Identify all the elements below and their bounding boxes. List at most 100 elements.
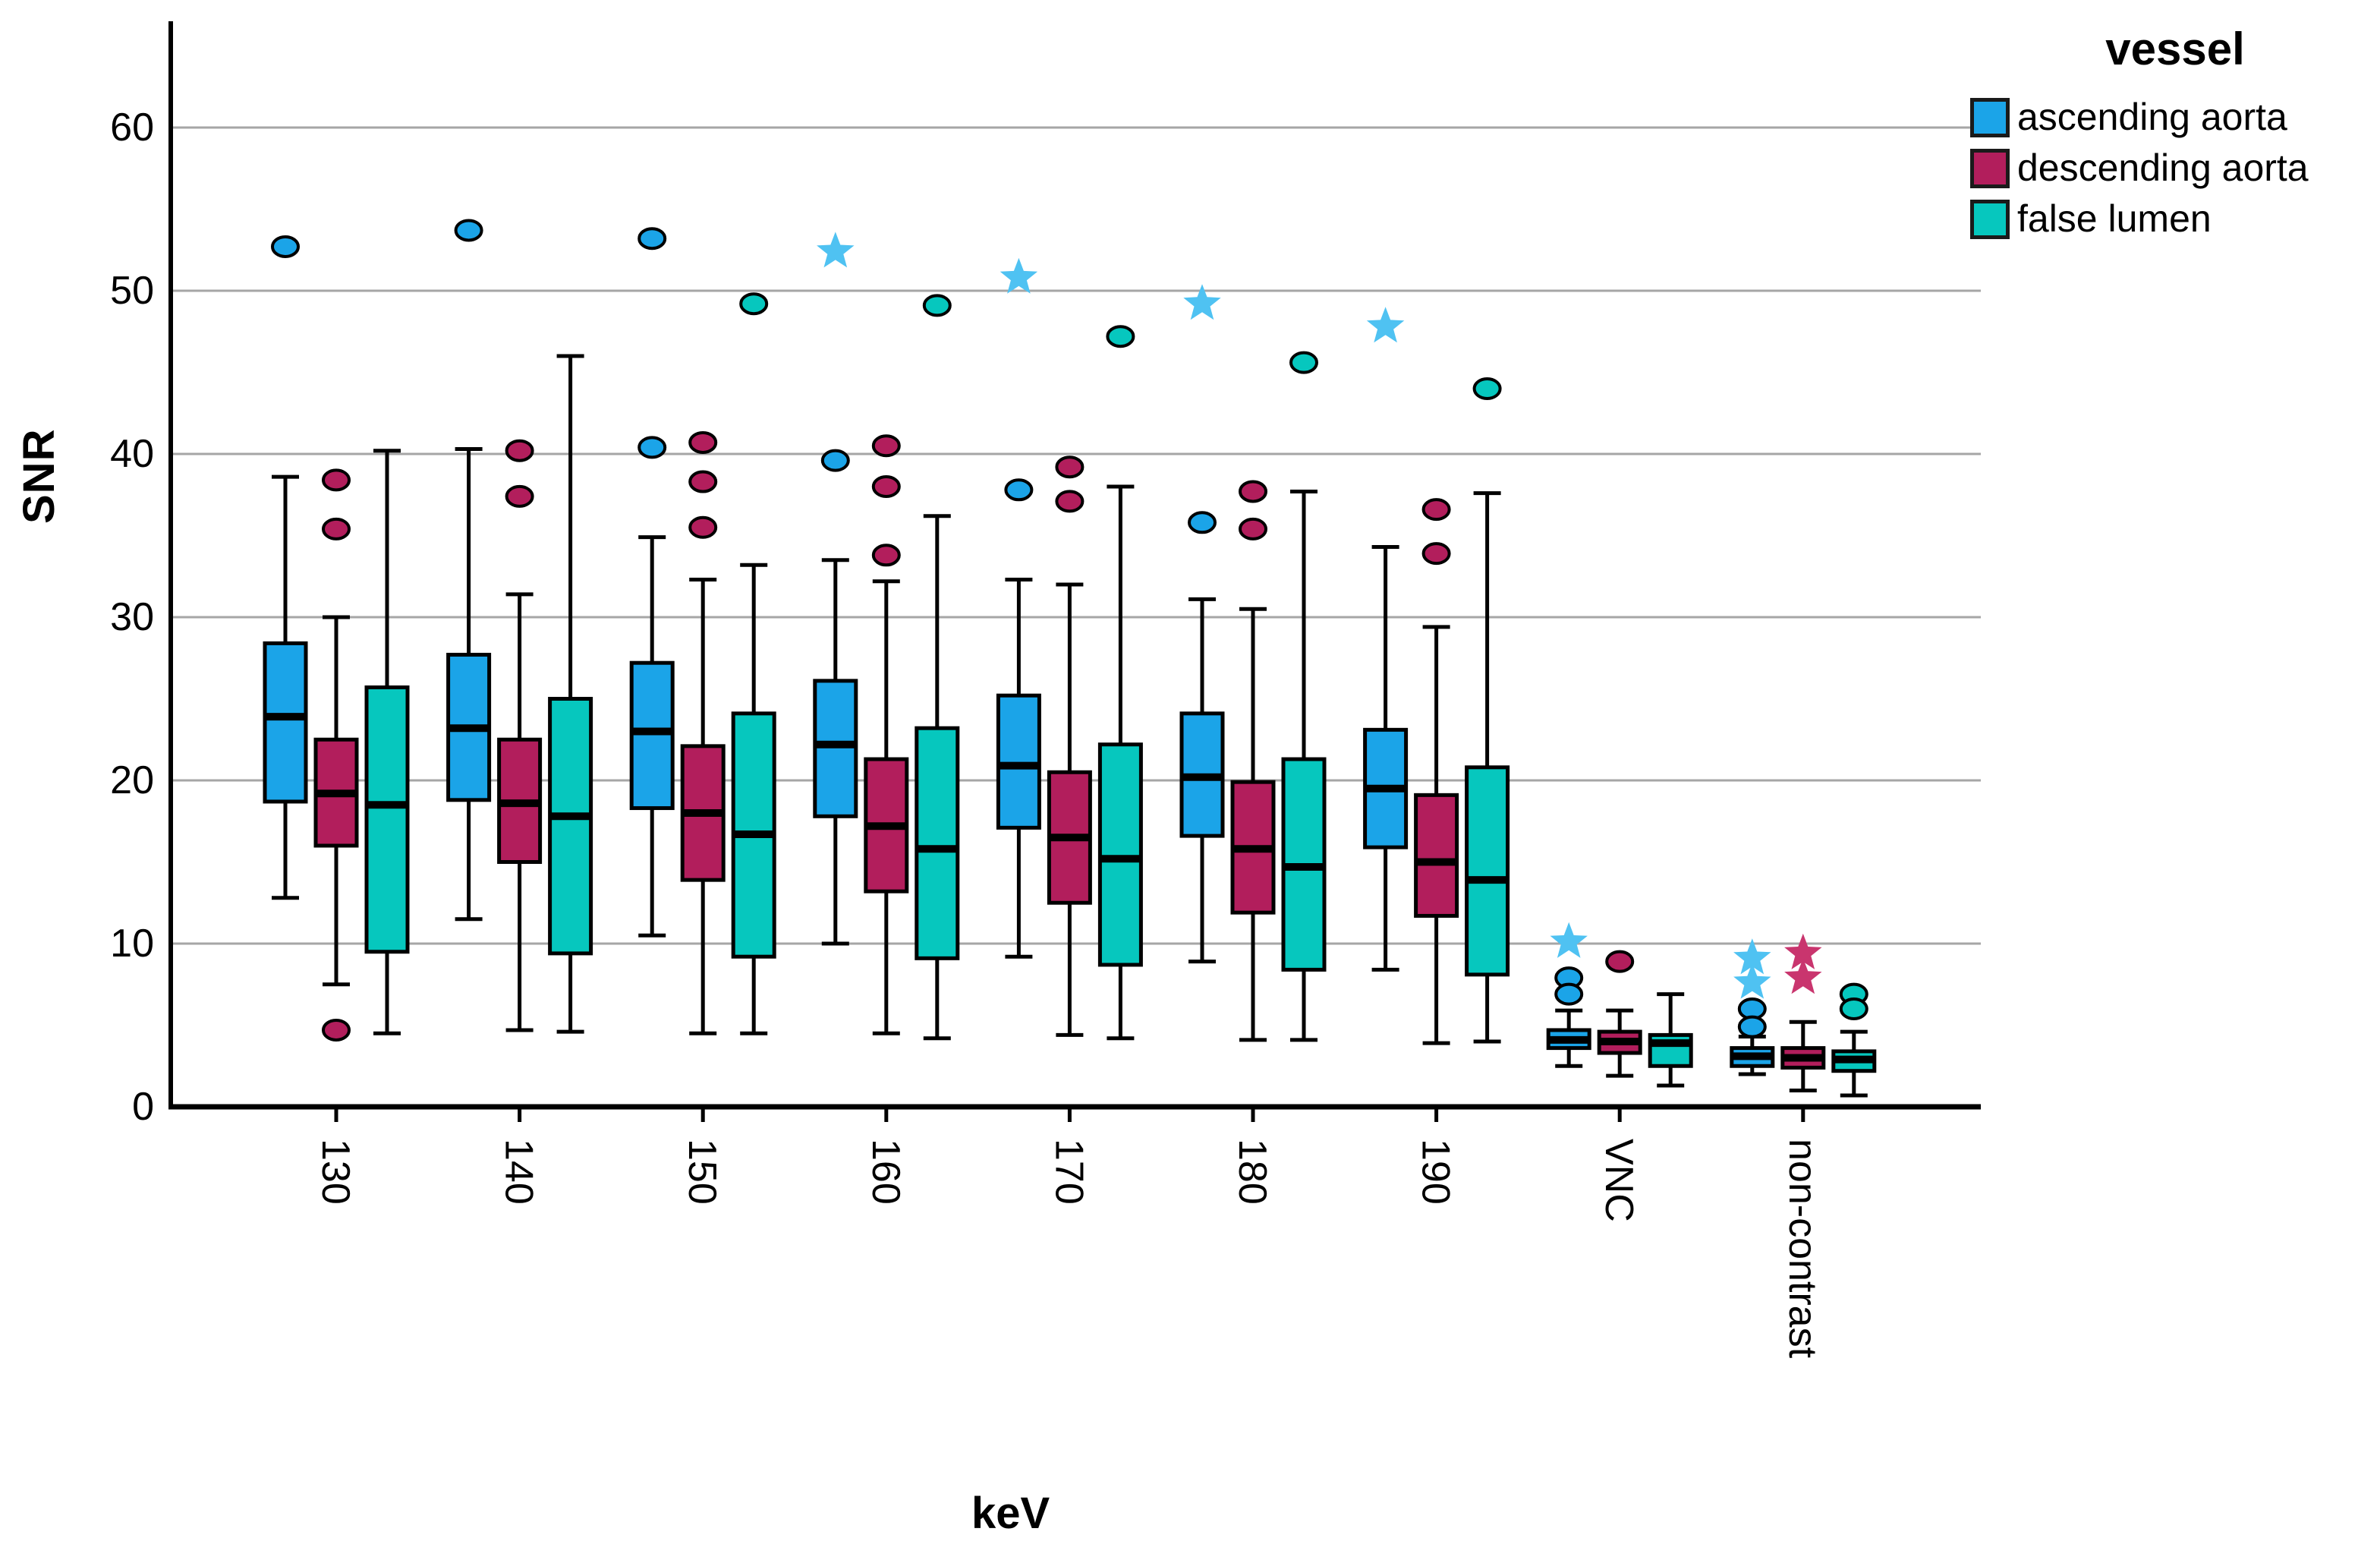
box-group-false-lumen-VNC: [1648, 992, 1693, 1088]
box-group-ascending-aorta-non-contrast: [1730, 938, 1775, 1076]
x-tick-label-170: 170: [1047, 1139, 1091, 1205]
box-group-descending-aorta-180: [1230, 480, 1276, 1042]
box-group-false-lumen-130: [364, 449, 410, 1035]
outlier-circle: [1737, 1015, 1767, 1038]
outlier-circle: [871, 475, 901, 498]
outlier-circle: [322, 1018, 351, 1042]
box-group-descending-aorta-130: [313, 468, 359, 1042]
box-group-ascending-aorta-130: [263, 235, 308, 900]
outlier-circle: [505, 484, 534, 508]
box-iqr: [629, 660, 675, 811]
box-iqr: [364, 685, 410, 954]
legend-entries: ascending aorta descending aorta false lum…: [1970, 96, 2380, 240]
outlier-circle: [1239, 517, 1267, 540]
legend-swatch-icon: [1970, 97, 2010, 137]
x-tick-label-non-contrast: non-contrast: [1780, 1139, 1824, 1359]
outlier-circle: [1004, 478, 1034, 502]
legend-swatch-icon: [1970, 199, 2010, 239]
outlier-star: [1000, 257, 1038, 294]
outlier-circle: [1421, 498, 1451, 522]
outlier-circle: [688, 430, 718, 454]
legend-label: false lumen: [2017, 197, 2212, 240]
outlier-circle: [922, 294, 952, 317]
legend-row-ascending-aorta: ascending aorta: [1970, 96, 2380, 138]
box-group-descending-aorta-150: [680, 430, 726, 1035]
outlier-circle: [454, 219, 483, 242]
box-group-descending-aorta-160: [864, 434, 909, 1035]
x-tick-label-190: 190: [1414, 1139, 1458, 1205]
y-axis-title: SNR: [14, 428, 64, 524]
outlier-star: [1183, 284, 1221, 320]
outlier-circle: [1421, 542, 1451, 566]
outlier-star: [1784, 958, 1822, 994]
box-group-ascending-aorta-VNC: [1546, 922, 1591, 1068]
box-group-descending-aorta-VNC: [1597, 950, 1642, 1078]
outlier-circle: [871, 544, 901, 567]
box-group-false-lumen-160: [915, 294, 960, 1041]
outlier-circle: [1106, 325, 1135, 348]
box-group-false-lumen-190: [1465, 377, 1510, 1044]
outlier-circle: [1188, 511, 1217, 534]
outlier-star: [1366, 307, 1405, 343]
legend-label: ascending aorta: [2017, 96, 2287, 138]
legend-row-false-lumen: false lumen: [1970, 198, 2380, 240]
box-iqr: [1097, 742, 1143, 967]
box-group-ascending-aorta-140: [446, 219, 492, 922]
x-tick-label-140: 140: [497, 1139, 541, 1205]
box-group-ascending-aorta-170: [996, 257, 1041, 959]
x-tick-label-150: 150: [680, 1139, 724, 1205]
box-iqr: [1465, 765, 1510, 977]
box-group-false-lumen-180: [1281, 351, 1327, 1042]
box-iqr: [263, 641, 308, 804]
outlier-circle: [271, 235, 300, 258]
outlier-circle: [739, 292, 769, 316]
box-iqr: [548, 697, 593, 956]
box-group-descending-aorta-140: [497, 439, 543, 1032]
box-group-descending-aorta-190: [1414, 498, 1459, 1045]
outlier-circle: [505, 439, 534, 462]
outlier-circle: [688, 515, 718, 539]
outlier-star: [1733, 938, 1771, 975]
x-tick-label-VNC: VNC: [1597, 1139, 1641, 1222]
outlier-circle: [1554, 982, 1584, 1006]
box-group-false-lumen-170: [1097, 325, 1143, 1041]
outlier-star: [1733, 963, 1771, 999]
outlier-star: [817, 232, 855, 268]
box-group-descending-aorta-non-contrast: [1780, 933, 1826, 1092]
outlier-circle: [1472, 377, 1502, 400]
outlier-circle: [638, 436, 667, 459]
outlier-circle: [820, 449, 850, 472]
outlier-circle: [1605, 950, 1635, 973]
outlier-circle: [688, 470, 718, 493]
box-group-ascending-aorta-190: [1363, 307, 1409, 972]
box-group-false-lumen-150: [731, 292, 776, 1035]
outlier-circle: [322, 468, 351, 492]
outlier-circle: [1239, 480, 1267, 503]
box-iqr: [813, 679, 858, 818]
box-iqr: [996, 693, 1041, 830]
box-group-ascending-aorta-180: [1179, 284, 1225, 964]
box-group-ascending-aorta-150: [629, 227, 675, 938]
box-group-ascending-aorta-160: [813, 232, 858, 946]
outlier-circle: [1055, 490, 1085, 513]
y-tick-label-30: 30: [110, 595, 154, 639]
outlier-circle: [1839, 997, 1868, 1020]
legend-title: vessel: [2105, 24, 2245, 74]
x-tick-label-160: 160: [864, 1139, 908, 1205]
legend-swatch-icon: [1970, 148, 2010, 188]
y-tick-label-50: 50: [110, 269, 154, 313]
y-tick-label-0: 0: [132, 1085, 154, 1129]
outlier-star: [1784, 933, 1822, 969]
y-tick-label-10: 10: [110, 922, 154, 966]
outlier-circle: [1289, 351, 1318, 374]
x-axis-title: keV: [971, 1489, 1050, 1538]
outlier-star: [1550, 922, 1588, 958]
outlier-circle: [871, 434, 901, 458]
box-group-false-lumen-140: [548, 354, 593, 1034]
x-tick-label-180: 180: [1230, 1139, 1274, 1205]
outlier-circle: [1055, 455, 1085, 479]
outlier-circle: [638, 227, 667, 251]
outlier-circle: [322, 517, 351, 540]
